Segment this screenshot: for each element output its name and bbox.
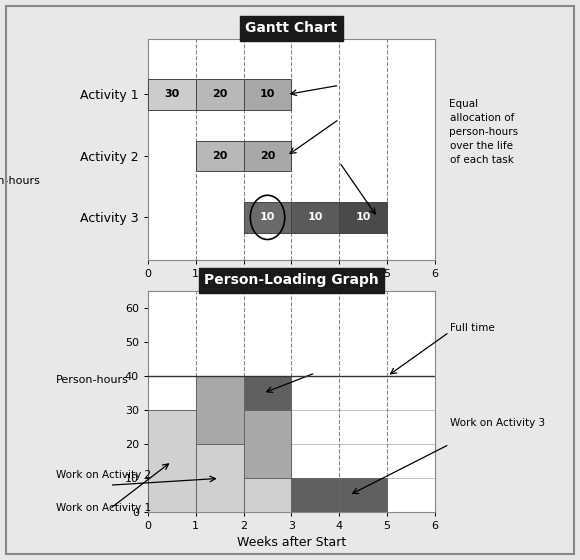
Bar: [244, 141, 292, 171]
Text: 20: 20: [212, 151, 227, 161]
Bar: [196, 444, 244, 512]
Title: Gantt Chart: Gantt Chart: [245, 21, 338, 35]
Bar: [196, 376, 244, 444]
Bar: [339, 202, 387, 233]
Text: 10: 10: [356, 212, 371, 222]
Bar: [339, 478, 387, 512]
Text: 20: 20: [260, 151, 276, 161]
X-axis label: Weeks after Start: Weeks after Start: [237, 535, 346, 549]
Text: Person-hours: Person-hours: [56, 375, 129, 385]
Bar: [292, 202, 339, 233]
Title: Person-Loading Graph: Person-Loading Graph: [204, 273, 379, 287]
Bar: [148, 79, 196, 110]
Bar: [196, 141, 244, 171]
Text: Work on Activity 2: Work on Activity 2: [56, 470, 151, 480]
Text: Work on Activity 3: Work on Activity 3: [450, 418, 545, 428]
Bar: [196, 79, 244, 110]
Bar: [148, 410, 196, 512]
Text: Person-hours: Person-hours: [0, 176, 41, 186]
Text: 10: 10: [260, 212, 276, 222]
Text: Work on Activity 1: Work on Activity 1: [56, 503, 151, 513]
Text: 30: 30: [164, 90, 179, 100]
Bar: [244, 410, 292, 478]
Bar: [292, 478, 339, 512]
Bar: [244, 202, 292, 233]
X-axis label: Weeks after Start: Weeks after Start: [237, 283, 346, 297]
Text: 20: 20: [212, 90, 227, 100]
Bar: [244, 79, 292, 110]
Text: Full time: Full time: [450, 323, 494, 333]
Bar: [244, 376, 292, 410]
Text: 10: 10: [260, 90, 276, 100]
Text: 10: 10: [307, 212, 323, 222]
Text: Equal
allocation of
person-hours
over the life
of each task: Equal allocation of person-hours over th…: [450, 99, 519, 165]
Bar: [244, 478, 292, 512]
